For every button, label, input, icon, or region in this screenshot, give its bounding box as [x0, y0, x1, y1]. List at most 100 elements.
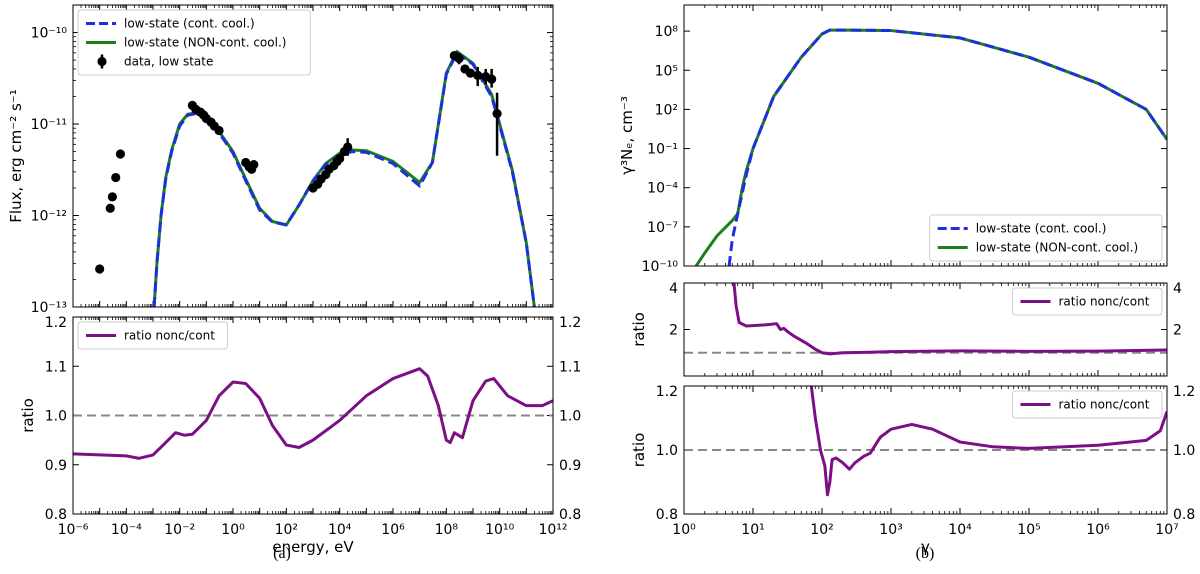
y-tick-label-right: 0.9 [559, 458, 581, 474]
axes-frame [72, 4, 554, 308]
y-axis-label: Flux, erg cm⁻² s⁻¹ [7, 89, 25, 222]
x-tick-label: 10⁰ [221, 522, 245, 538]
y-tick-label: 10⁻¹¹ [31, 117, 67, 133]
y-tick-label: 1.2 [656, 384, 678, 400]
legend-box [77, 321, 228, 350]
y-tick-label: 10⁵ [655, 63, 678, 79]
data-point [105, 203, 115, 213]
series-line-ratio [73, 367, 553, 460]
data-point [249, 160, 259, 170]
series-line-cont [727, 28, 1167, 266]
y-tick-label-right: 4 [1173, 281, 1182, 297]
x-axis-label: energy, eV [272, 538, 354, 556]
y-tick-label: 10² [655, 102, 678, 118]
y-tick-label: 10⁻¹⁰ [642, 259, 679, 275]
legend-label: low-state (cont. cool.) [124, 17, 255, 31]
x-tick-label: 10⁻⁶ [58, 522, 89, 538]
x-axis-label: γ [921, 538, 930, 556]
legend-label: ratio nonc/cont [124, 329, 215, 343]
x-tick-label: 10¹⁰ [485, 522, 514, 538]
y-axis-label: γ³Nₑ, cm⁻³ [618, 96, 636, 175]
data-point [111, 172, 121, 183]
y-tick-label: 0.9 [45, 458, 67, 474]
legend: ratio nonc/cont [1012, 390, 1163, 419]
panel-b-bottom: 0.8 0.8 1.0 1.0 1.2 1.2 10⁰ 10¹ 10² 10³ 10⁴ 10⁵ 10⁶ 1… [630, 384, 1195, 556]
y-tick-label-right: 1.0 [559, 409, 581, 425]
panel-a-top: 10⁻¹³ 10⁻¹² 10⁻¹¹ 10⁻¹⁰ Flux, erg cm⁻² s⁻¹ lo… [7, 4, 554, 316]
y-tick-label: 1.1 [45, 359, 67, 375]
x-tick-label: 10² [275, 522, 298, 538]
y-tick-label: 1.0 [656, 443, 678, 459]
legend-label: low-state (NON-cont. cool.) [976, 241, 1138, 255]
legend: ratio nonc/cont [77, 321, 228, 350]
y-tick-label: 2 [669, 323, 678, 339]
data-point [487, 74, 497, 84]
x-tick-label: 10⁴ [328, 522, 352, 538]
y-axis-label: ratio [630, 433, 648, 468]
y-tick-label: 1.2 [45, 315, 67, 331]
y-tick-label: 0.8 [45, 507, 67, 523]
legend-label: ratio nonc/cont [1059, 398, 1150, 412]
x-tick-label: 10⁴ [948, 522, 972, 538]
panel-b-mid: 2 2 4 4 ratio ratio nonc/cont [630, 281, 1182, 377]
x-tick-label: 10¹² [538, 522, 567, 538]
legend-box [1012, 390, 1163, 419]
caption-b: (b) [916, 545, 935, 562]
data-point [492, 109, 502, 119]
data-point [95, 264, 105, 274]
legend-box [1012, 287, 1163, 316]
y-tick-label: 10⁻⁴ [647, 181, 678, 197]
y-tick-label-right: 1.2 [1173, 384, 1195, 400]
panel-b-top: 10⁻¹⁰ 10⁻⁷ 10⁻⁴ 10⁻¹ 10² 10⁵ 10⁸ γ³Nₑ, cm⁻³ low-… [618, 4, 1168, 275]
data-point [454, 53, 464, 64]
data-point [335, 153, 345, 164]
data-point [343, 142, 353, 152]
caption-a: (a) [273, 545, 291, 562]
legend: low-state (cont. cool.) low-state (NON-co… [929, 214, 1163, 262]
legend-marker [97, 56, 107, 67]
legend-box [929, 214, 1163, 262]
legend: ratio nonc/cont [1012, 287, 1163, 316]
y-tick-label-right: 1.0 [1173, 443, 1195, 459]
legend-label: ratio nonc/cont [1059, 295, 1150, 309]
data-point [214, 125, 224, 136]
legend-box [77, 9, 311, 76]
x-tick-label: 10⁰ [672, 522, 696, 538]
x-tick-label: 10¹ [741, 522, 764, 538]
x-tick-label: 10⁵ [1017, 522, 1040, 538]
x-tick-label: 10⁷ [1155, 522, 1178, 538]
y-tick-label: 10⁻¹² [31, 209, 67, 225]
y-tick-label: 10⁻¹³ [31, 300, 67, 316]
y-tick-label: 10⁸ [655, 24, 679, 40]
x-tick-label: 10⁶ [381, 522, 405, 538]
y-axis-label: ratio [19, 398, 37, 433]
y-tick-label: 10⁻¹ [647, 142, 678, 158]
legend-label: low-state (cont. cool.) [976, 222, 1107, 236]
y-tick-label: 10⁻⁷ [647, 220, 678, 236]
x-tick-label: 10² [810, 522, 833, 538]
y-tick-label: 1.0 [45, 409, 67, 425]
axes-frame [683, 385, 1168, 515]
x-tick-label: 10⁻² [164, 522, 195, 538]
y-tick-label-right: 1.1 [559, 359, 581, 375]
y-tick-label-right: 2 [1173, 323, 1182, 339]
data-markers [95, 50, 502, 274]
panel-a-bottom: 0.8 0.8 0.9 0.9 1.0 1.0 1.1 1.1 1.2 1.2 10⁻⁶ 10⁻⁴ 10… [19, 315, 581, 556]
y-tick-label-right: 0.8 [1173, 507, 1195, 523]
series-line-noncont [152, 50, 536, 307]
y-tick-label: 10⁻¹⁰ [31, 26, 68, 42]
series-line-ratio [809, 386, 1167, 497]
data-point [107, 192, 117, 202]
legend-label: data, low state [124, 55, 213, 69]
axes-frame [683, 282, 1168, 377]
data-point [465, 68, 476, 78]
y-tick-label-right: 0.8 [559, 507, 581, 523]
y-axis-label: ratio [630, 312, 648, 347]
legend-label: low-state (NON-cont. cool.) [124, 36, 286, 50]
x-tick-label: 10⁶ [1086, 522, 1110, 538]
y-tick-label: 4 [669, 281, 678, 297]
series-line-ratio [732, 283, 1167, 356]
x-tick-label: 10⁸ [435, 522, 459, 538]
axes-frame [683, 4, 1168, 267]
